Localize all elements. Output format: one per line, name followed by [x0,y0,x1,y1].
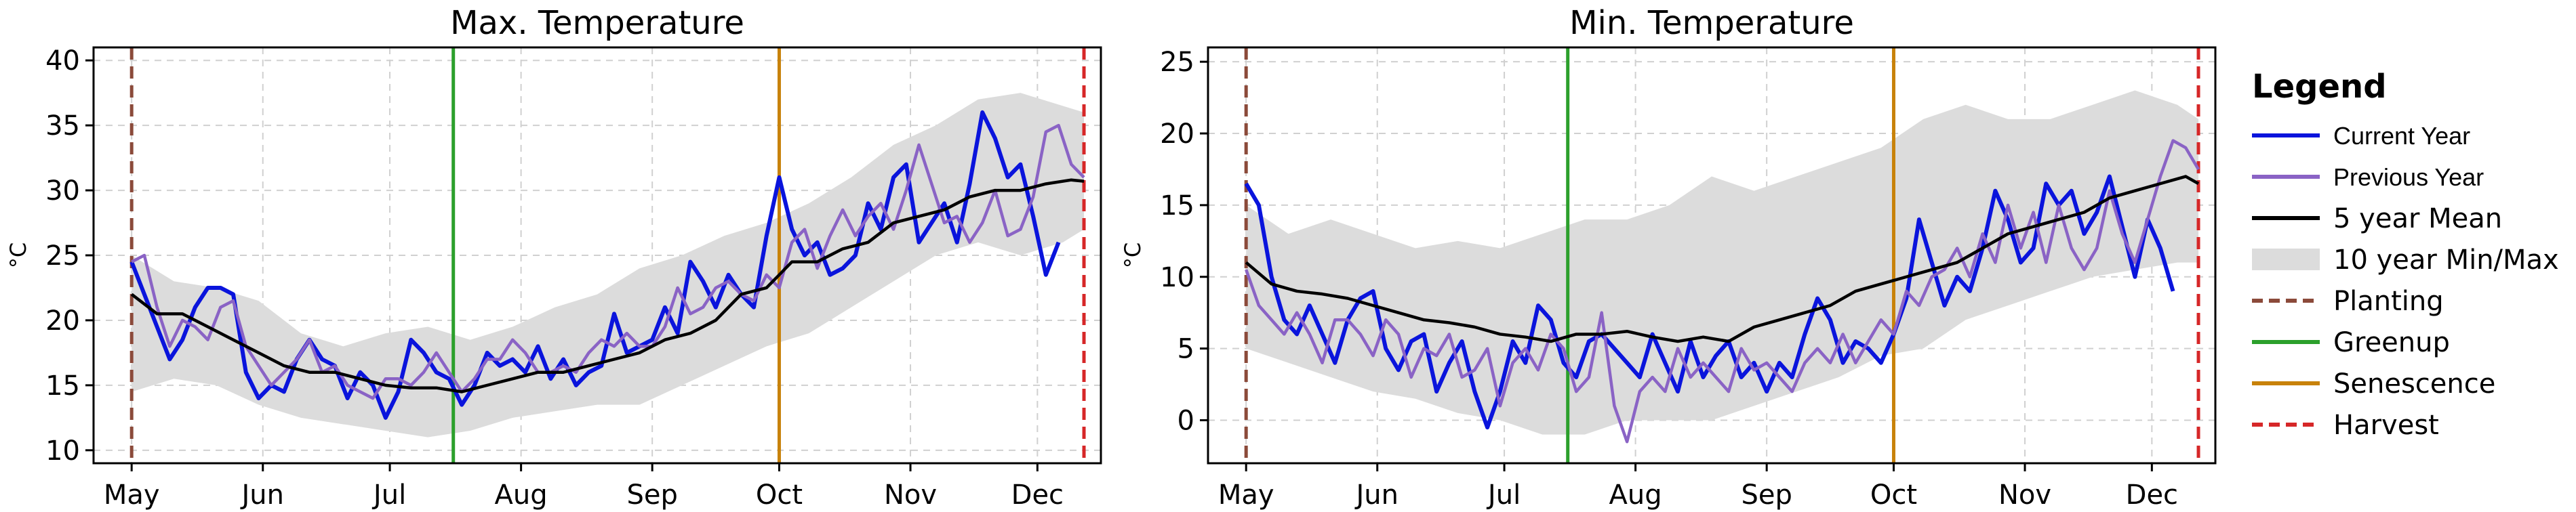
legend: Legend Current Year Previous Year 5 year M… [2237,54,2562,447]
legend-item-planting: Planting [2252,282,2564,320]
x-tick-label: Oct [1870,479,1917,511]
x-tick-label: Oct [756,479,803,511]
y-tick-label: 10 [1160,262,1194,293]
x-tick-label: Jul [1486,479,1521,511]
y-tick-label: 5 [1178,334,1194,365]
y-tick-label: 15 [1160,190,1194,221]
x-tick-label: Jun [239,479,284,511]
series-line-previous-year [1245,139,2200,444]
legend-item-senescence: Senescence [2252,364,2564,402]
legend-swatch [2252,133,2320,137]
y-tick-label: 25 [45,240,80,272]
series-line-current-year [1244,174,2175,430]
chart-title: Min. Temperature [1569,4,1854,42]
legend-item-10-year-min-max: 10 year Min/Max [2252,240,2564,278]
series-line-current-year [129,110,1061,420]
legend-label: Greenup [2333,327,2450,358]
y-tick-label: 15 [45,370,80,402]
legend-item-5-year-mean: 5 year Mean [2252,199,2564,237]
legend-item-harvest: Harvest [2252,406,2564,444]
legend-label: Senescence [2333,368,2496,400]
plot-area [94,47,1101,463]
legend-swatch [2252,340,2320,344]
legend-label: Current Year [2333,122,2471,150]
x-tick-label: Aug [1609,479,1662,511]
chart-title: Max. Temperature [450,4,744,42]
x-tick-label: Nov [884,479,937,511]
x-tick-label: Sep [1741,479,1792,511]
legend-swatch [2252,249,2320,270]
y-tick-label: 20 [1160,119,1194,150]
plot-area [1208,47,2215,463]
series-line-5-year-mean [1245,175,2200,343]
legend-label: Planting [2333,286,2444,317]
y-tick-label: 40 [45,45,80,77]
y-tick-label: 0 [1178,405,1194,436]
series-line-previous-year [131,123,1085,400]
x-tick-label: May [1218,479,1274,511]
y-axis-label: °C [5,242,31,268]
x-tick-label: Dec [2126,479,2178,511]
legend-label: 5 year Mean [2333,203,2503,234]
legend-swatch [2252,216,2320,220]
legend-label: 10 year Min/Max [2333,244,2559,276]
x-tick-label: Nov [1998,479,2051,511]
y-tick-label: 20 [45,305,80,337]
legend-label: Previous Year [2333,163,2484,191]
x-tick-label: Aug [495,479,548,511]
x-tick-label: Dec [1011,479,1064,511]
band-10-year-min-max [132,93,1085,438]
x-tick-label: Jun [1354,479,1398,511]
legend-label: Harvest [2333,410,2439,441]
band-10-year-min-max [1246,90,2199,435]
legend-item-current-year: Current Year [2252,116,2564,154]
legend-swatch [2252,381,2320,385]
legend-swatch [2252,423,2320,427]
y-axis-label: °C [1120,242,1146,268]
y-tick-label: 25 [1160,47,1194,78]
axes-frame [1207,46,2217,465]
series-line-5-year-mean [130,178,1085,393]
legend-swatch [2252,299,2320,303]
chart-panel-1: 10 15 20 25 30 35 40 May Jun Jul Aug Sep Oct Nov Dec Ma… [5,4,1102,511]
x-tick-label: Sep [626,479,677,511]
y-tick-label: 35 [45,110,80,142]
legend-swatch [2252,175,2320,179]
x-tick-label: Jul [371,479,406,511]
legend-item-previous-year: Previous Year [2252,158,2564,196]
legend-title: Legend [2252,68,2387,106]
y-tick-label: 30 [45,175,80,207]
y-tick-label: 10 [45,435,80,467]
legend-item-greenup: Greenup [2252,323,2564,361]
x-tick-label: May [104,479,160,511]
chart-panel-2: 0 5 10 15 20 25 May Jun Jul Aug Sep Oct Nov Dec Min. T… [1120,4,2217,511]
